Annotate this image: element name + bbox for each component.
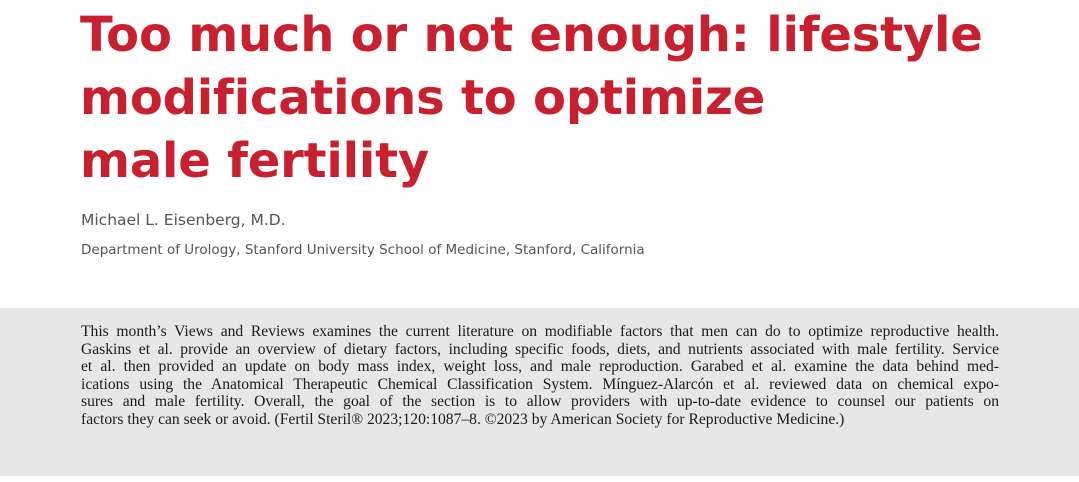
author-affiliation: Department of Urology, Stanford Universi… (81, 242, 645, 258)
abstract-line: factors they can seek or avoid. (Fertil … (81, 410, 845, 428)
article-title: Too much or not enough: lifestyle modifi… (80, 4, 1040, 193)
abstract-line: This month’s Views and Reviews examines … (81, 323, 999, 340)
abstract-line: Gaskins et al. provide an overview of di… (81, 340, 999, 358)
article-title-line: Too much or not enough: lifestyle (80, 7, 983, 63)
abstract-text: This month’s Views and Reviews examines … (81, 323, 999, 429)
abstract-panel: This month’s Views and Reviews examines … (0, 308, 1079, 476)
abstract-line: et al. then provided an update on body m… (81, 358, 999, 376)
abstract-line: sures and male fertility. Overall, the g… (81, 393, 999, 411)
abstract-line: ications using the Anatomical Therapeuti… (81, 375, 999, 393)
article-title-line: modifications to optimize (80, 70, 766, 126)
article-title-line: male fertility (80, 133, 429, 189)
author-name: Michael L. Eisenberg, M.D. (81, 211, 286, 229)
